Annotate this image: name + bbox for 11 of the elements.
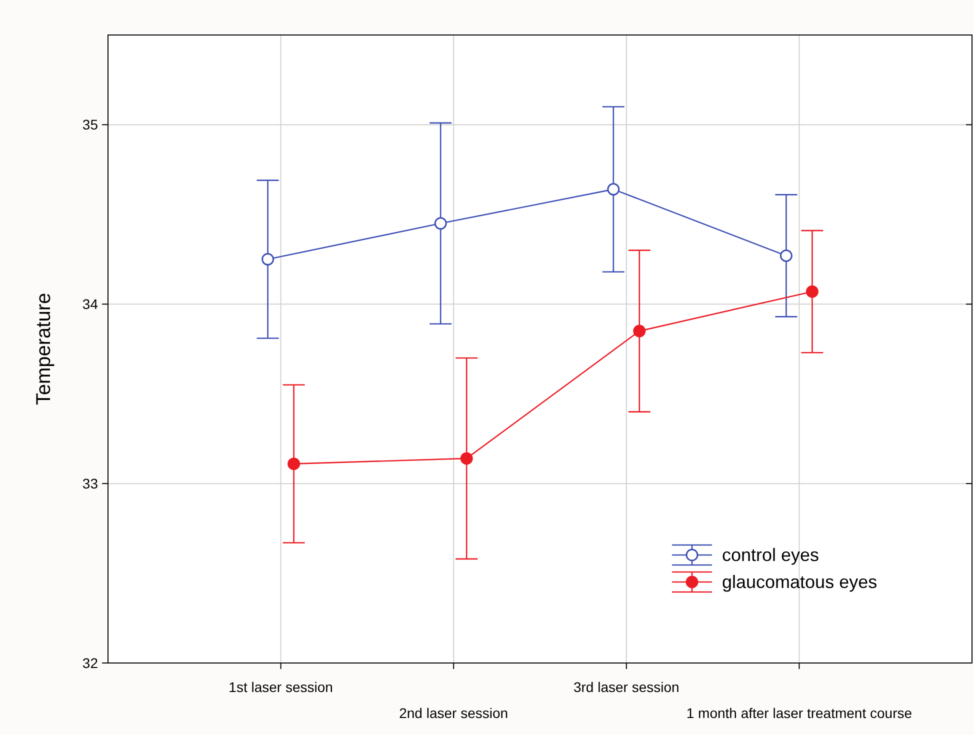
y-tick-label: 33 xyxy=(82,476,98,492)
x-tick-label: 3rd laser session xyxy=(573,679,680,695)
x-tick-label: 1st laser session xyxy=(228,679,333,695)
y-tick-label: 35 xyxy=(82,116,98,133)
legend-label: control eyes xyxy=(722,545,820,565)
y-tick-label: 34 xyxy=(82,296,98,312)
y-axis-title: Temperature xyxy=(33,292,55,406)
y-tick-label: 32 xyxy=(82,655,98,671)
x-tick-label: 2nd laser session xyxy=(399,705,508,721)
legend-label: glaucomatous eyes xyxy=(722,572,878,592)
x-tick-label: 1 month after laser treatment course xyxy=(686,705,912,721)
